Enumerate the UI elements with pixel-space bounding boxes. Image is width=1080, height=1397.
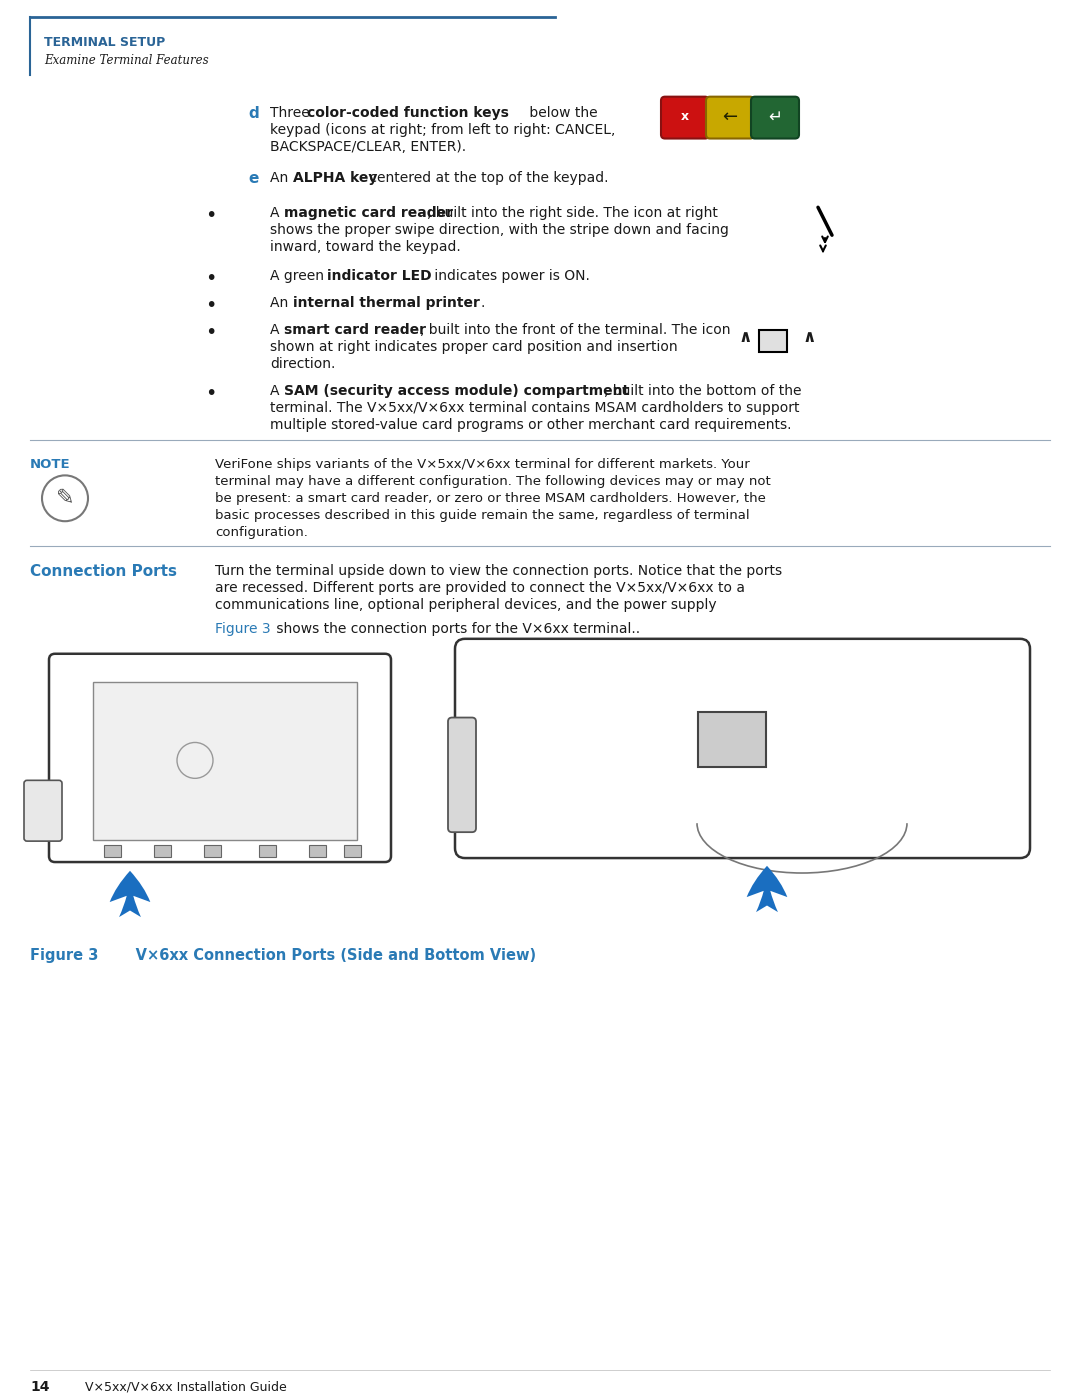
Text: basic processes described in this guide remain the same, regardless of terminal: basic processes described in this guide …	[215, 510, 750, 522]
Text: x: x	[680, 110, 689, 123]
Text: A: A	[270, 384, 284, 398]
FancyBboxPatch shape	[309, 845, 326, 858]
Text: below the: below the	[525, 106, 597, 120]
Text: shown at right indicates proper card position and insertion: shown at right indicates proper card pos…	[270, 339, 677, 353]
Text: are recessed. Different ports are provided to connect the V×5xx/V×6xx to a: are recessed. Different ports are provid…	[215, 581, 745, 595]
Text: multiple stored-value card programs or other merchant card requirements.: multiple stored-value card programs or o…	[270, 418, 792, 432]
Text: NOTE: NOTE	[30, 458, 70, 471]
Text: communications line, optional peripheral devices, and the power supply: communications line, optional peripheral…	[215, 598, 717, 612]
Text: d: d	[248, 106, 259, 120]
Text: .: .	[480, 296, 484, 310]
Text: Turn the terminal upside down to view the connection ports. Notice that the port: Turn the terminal upside down to view th…	[215, 564, 782, 578]
Text: VeriFone ships variants of the V×5xx/V×6xx terminal for different markets. Your: VeriFone ships variants of the V×5xx/V×6…	[215, 458, 750, 471]
FancyBboxPatch shape	[93, 682, 357, 840]
FancyBboxPatch shape	[49, 654, 391, 862]
Text: indicates power is ON.: indicates power is ON.	[430, 270, 590, 284]
Text: e: e	[248, 172, 258, 186]
Text: Three: Three	[270, 106, 314, 120]
Text: ✎: ✎	[56, 489, 75, 509]
FancyBboxPatch shape	[104, 845, 121, 858]
Text: SAM (security access module) compartment: SAM (security access module) compartment	[284, 384, 630, 398]
FancyBboxPatch shape	[154, 845, 171, 858]
Text: V×5xx/V×6xx Installation Guide: V×5xx/V×6xx Installation Guide	[85, 1380, 287, 1393]
Text: ∧: ∧	[802, 328, 815, 346]
FancyBboxPatch shape	[455, 638, 1030, 858]
Text: magnetic card reader: magnetic card reader	[284, 207, 453, 221]
Text: An: An	[270, 296, 293, 310]
Text: ALPHA key: ALPHA key	[293, 172, 377, 186]
Text: Figure 3: Figure 3	[215, 622, 271, 636]
Text: , built into the right side. The icon at right: , built into the right side. The icon at…	[427, 207, 718, 221]
Text: V×6xx Connection Ports (Side and Bottom View): V×6xx Connection Ports (Side and Bottom …	[110, 947, 536, 963]
Text: •: •	[205, 384, 216, 402]
Text: ←: ←	[723, 108, 738, 126]
FancyBboxPatch shape	[345, 845, 361, 858]
Text: A green: A green	[270, 270, 328, 284]
Text: Connection Ports: Connection Ports	[30, 564, 177, 580]
Text: A: A	[270, 323, 284, 337]
Text: centered at the top of the keypad.: centered at the top of the keypad.	[365, 172, 608, 186]
FancyBboxPatch shape	[24, 781, 62, 841]
Text: shows the connection ports for the V×6xx terminal..: shows the connection ports for the V×6xx…	[272, 622, 640, 636]
FancyBboxPatch shape	[259, 845, 276, 858]
FancyBboxPatch shape	[448, 718, 476, 833]
Text: Examine Terminal Features: Examine Terminal Features	[44, 54, 208, 67]
Text: A: A	[270, 207, 284, 221]
Text: smart card reader: smart card reader	[284, 323, 426, 337]
FancyBboxPatch shape	[698, 711, 766, 767]
Text: indicator LED: indicator LED	[327, 270, 432, 284]
FancyBboxPatch shape	[751, 96, 799, 138]
Text: •: •	[205, 296, 216, 314]
Text: configuration.: configuration.	[215, 527, 308, 539]
Text: BACKSPACE/CLEAR, ENTER).: BACKSPACE/CLEAR, ENTER).	[270, 140, 467, 154]
FancyBboxPatch shape	[204, 845, 221, 858]
Text: terminal may have a different configuration. The following devices may or may no: terminal may have a different configurat…	[215, 475, 771, 489]
Text: , built into the front of the terminal. The icon: , built into the front of the terminal. …	[420, 323, 730, 337]
FancyBboxPatch shape	[759, 330, 787, 352]
Text: , built into the bottom of the: , built into the bottom of the	[604, 384, 801, 398]
Text: TERMINAL SETUP: TERMINAL SETUP	[44, 36, 165, 49]
Text: 14: 14	[30, 1380, 50, 1394]
Text: ↵: ↵	[768, 108, 782, 126]
Text: terminal. The V×5xx/V×6xx terminal contains MSAM cardholders to support: terminal. The V×5xx/V×6xx terminal conta…	[270, 401, 799, 415]
FancyBboxPatch shape	[706, 96, 754, 138]
Text: ∧: ∧	[739, 328, 752, 346]
Text: shows the proper swipe direction, with the stripe down and facing: shows the proper swipe direction, with t…	[270, 224, 729, 237]
FancyBboxPatch shape	[661, 96, 708, 138]
Text: direction.: direction.	[270, 356, 336, 370]
Text: •: •	[205, 270, 216, 288]
Text: be present: a smart card reader, or zero or three MSAM cardholders. However, the: be present: a smart card reader, or zero…	[215, 492, 766, 506]
Text: keypad (icons at right; from left to right: CANCEL,: keypad (icons at right; from left to rig…	[270, 123, 616, 137]
Text: •: •	[205, 323, 216, 342]
Text: An: An	[270, 172, 293, 186]
Text: Figure 3: Figure 3	[30, 947, 98, 963]
Text: color-coded function keys: color-coded function keys	[307, 106, 509, 120]
Text: inward, toward the keypad.: inward, toward the keypad.	[270, 240, 461, 254]
Text: internal thermal printer: internal thermal printer	[293, 296, 480, 310]
Text: •: •	[205, 207, 216, 225]
